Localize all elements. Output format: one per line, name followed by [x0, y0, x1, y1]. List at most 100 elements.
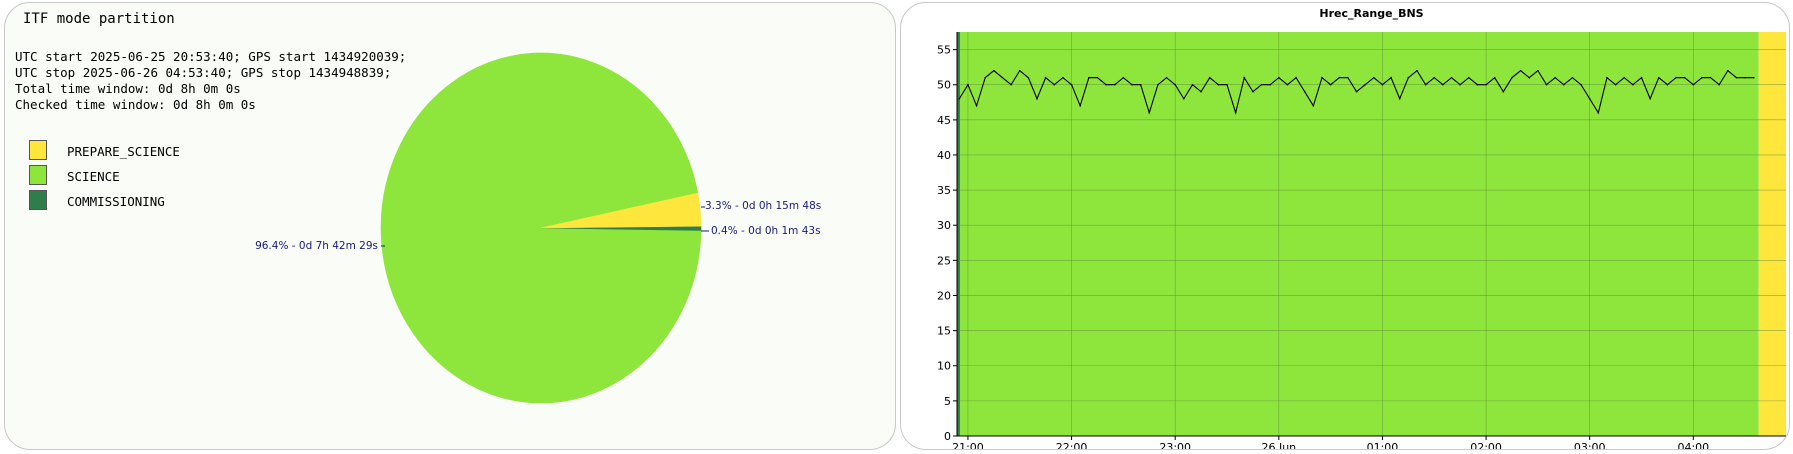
data-point: [1157, 83, 1159, 86]
data-point: [1373, 76, 1375, 79]
data-point: [1364, 83, 1366, 86]
data-point: [1485, 83, 1487, 86]
pie-label-prepare-science: 3.3% - 0d 0h 15m 48s: [705, 200, 821, 212]
data-point: [1252, 90, 1254, 93]
pie-label-science: 96.4% - 0d 7h 42m 29s: [255, 240, 378, 252]
y-tick-label: 20: [937, 289, 951, 302]
data-point: [1709, 76, 1712, 79]
x-tick-label: 26 Jun: [1261, 441, 1296, 449]
data-point: [1355, 90, 1358, 93]
data-point: [1295, 76, 1297, 79]
utc-start-line: UTC start 2025-06-25 20:53:40; GPS start…: [15, 49, 407, 64]
data-point: [1614, 83, 1617, 86]
data-point: [1588, 97, 1591, 100]
y-tick-label: 15: [937, 325, 951, 338]
data-point: [1606, 76, 1608, 79]
data-point: [1191, 83, 1194, 86]
data-point: [1139, 83, 1142, 86]
data-point: [993, 69, 995, 72]
data-point: [1381, 83, 1384, 86]
y-tick-label: 10: [937, 360, 951, 373]
pie-chart: 3.3% - 0d 0h 15m 48s 0.4% - 0d 0h 1m 43s 9…: [255, 52, 821, 404]
legend-swatch: [29, 165, 47, 185]
data-point: [1036, 97, 1038, 100]
data-point: [1027, 76, 1030, 79]
data-point: [1597, 112, 1600, 114]
data-point: [1286, 83, 1289, 86]
mode-partition-panel: ITF mode partition UTC start 2025-06-25 …: [4, 2, 896, 450]
data-point: [1303, 90, 1306, 93]
legend-label: SCIENCE: [67, 169, 120, 184]
checked-window-line: Checked time window: 0d 8h 0m 0s: [15, 97, 256, 112]
data-point: [1632, 83, 1634, 86]
data-point: [1580, 83, 1582, 86]
data-point: [1727, 69, 1729, 72]
data-point: [1269, 83, 1271, 86]
data-point: [1088, 76, 1090, 79]
data-point: [1493, 76, 1496, 79]
data-point: [1562, 83, 1565, 86]
y-tick-label: 5: [944, 395, 951, 408]
data-point: [1226, 83, 1228, 86]
chart-title: Hrec_Range_BNS: [1319, 7, 1423, 20]
data-point: [1131, 83, 1133, 86]
data-point: [1079, 104, 1081, 107]
data-point: [1148, 112, 1151, 114]
legend-label: PREPARE_SCIENCE: [67, 144, 180, 159]
total-window-line: Total time window: 0d 8h 0m 0s: [15, 81, 241, 96]
y-tick-label: 30: [937, 219, 951, 232]
data-point: [1062, 76, 1064, 79]
y-tick-label: 55: [937, 44, 951, 57]
data-point: [1502, 90, 1505, 93]
data-point: [1174, 83, 1176, 86]
data-point: [1467, 76, 1470, 79]
y-tick-label: 0: [944, 430, 951, 443]
data-point: [1683, 76, 1686, 79]
data-point: [1666, 83, 1669, 86]
legend-swatch: [29, 140, 47, 160]
state-band-science: [959, 32, 1759, 436]
y-tick-label: 50: [937, 79, 951, 92]
pie-slice-prepare-science: [540, 192, 702, 229]
x-tick-label: 04:00: [1677, 441, 1709, 449]
data-point: [1234, 112, 1237, 114]
range-chart-panel: Hrec_Range_BNS 0 5 10 15 20 25 30 35 40 45 50 55 21:0…: [900, 2, 1790, 450]
data-point: [1165, 76, 1168, 79]
data-point: [1070, 83, 1073, 86]
data-point: [1321, 76, 1323, 79]
x-tick-label: 02:00: [1470, 441, 1502, 449]
data-point: [1001, 76, 1004, 79]
legend-swatch: [29, 190, 47, 210]
data-point: [1338, 76, 1341, 79]
data-point: [1208, 76, 1211, 79]
data-point: [1571, 76, 1574, 79]
data-point: [1442, 83, 1444, 86]
data-point: [1260, 83, 1263, 86]
data-point: [1105, 83, 1107, 86]
data-point: [967, 83, 969, 86]
x-tick-label: 03:00: [1574, 441, 1606, 449]
data-point: [1390, 76, 1392, 79]
data-point: [1329, 83, 1332, 86]
data-point: [1735, 76, 1738, 79]
data-point: [1433, 76, 1436, 79]
data-point: [1519, 69, 1522, 72]
panel-title: ITF mode partition: [23, 11, 175, 27]
y-tick-label: 25: [937, 254, 951, 267]
data-point: [1200, 90, 1202, 93]
data-point: [1010, 83, 1012, 86]
data-point: [1347, 76, 1349, 79]
data-point: [1640, 76, 1643, 79]
data-point: [1044, 76, 1047, 79]
utc-stop-line: UTC stop 2025-06-26 04:53:40; GPS stop 1…: [15, 65, 392, 80]
data-point: [1053, 83, 1056, 86]
data-point: [1243, 76, 1246, 79]
x-tick-label: 01:00: [1367, 441, 1399, 449]
data-point: [1623, 76, 1626, 79]
x-tick-label: 22:00: [1056, 441, 1088, 449]
data-point: [1718, 83, 1721, 86]
data-point: [1459, 83, 1461, 86]
y-tick-label: 35: [937, 184, 951, 197]
state-band-commissioning: [957, 32, 960, 436]
data-point: [1649, 97, 1651, 100]
